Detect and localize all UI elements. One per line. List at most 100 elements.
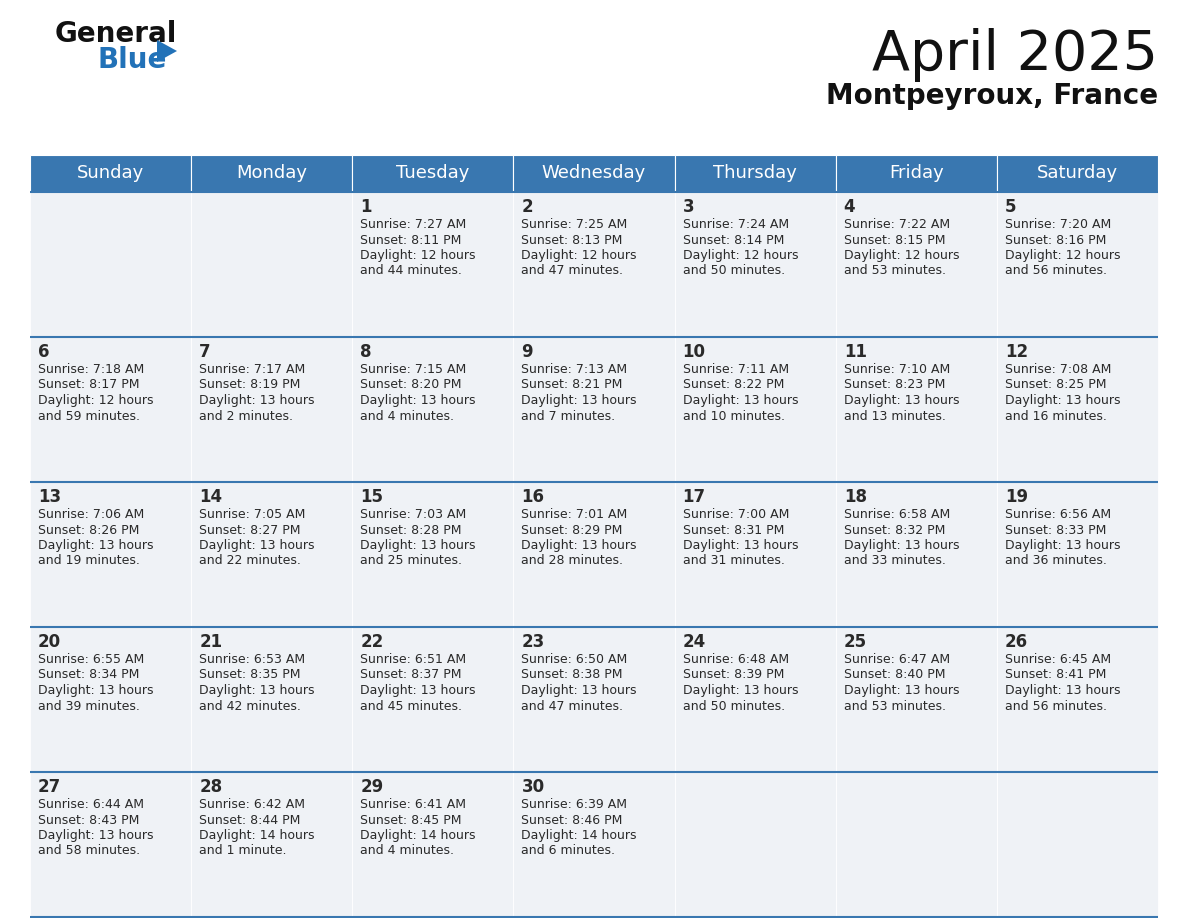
Text: and 22 minutes.: and 22 minutes. xyxy=(200,554,301,567)
Text: Daylight: 13 hours: Daylight: 13 hours xyxy=(200,539,315,552)
Text: 26: 26 xyxy=(1005,633,1028,651)
Text: 18: 18 xyxy=(843,488,867,506)
Text: Daylight: 13 hours: Daylight: 13 hours xyxy=(1005,394,1120,407)
Bar xyxy=(191,192,353,337)
Text: Sunset: 8:21 PM: Sunset: 8:21 PM xyxy=(522,378,623,391)
Bar xyxy=(675,772,835,917)
Text: 28: 28 xyxy=(200,778,222,796)
Text: and 13 minutes.: and 13 minutes. xyxy=(843,409,946,422)
Bar xyxy=(353,772,513,917)
Text: Daylight: 14 hours: Daylight: 14 hours xyxy=(200,829,315,842)
Text: 11: 11 xyxy=(843,343,867,361)
Text: Daylight: 13 hours: Daylight: 13 hours xyxy=(843,394,959,407)
Text: General: General xyxy=(55,20,177,48)
Text: and 50 minutes.: and 50 minutes. xyxy=(683,700,785,712)
Text: Daylight: 12 hours: Daylight: 12 hours xyxy=(360,249,475,262)
Text: Daylight: 13 hours: Daylight: 13 hours xyxy=(360,684,475,697)
Text: and 2 minutes.: and 2 minutes. xyxy=(200,409,293,422)
Text: 17: 17 xyxy=(683,488,706,506)
Bar xyxy=(513,482,675,627)
Text: and 16 minutes.: and 16 minutes. xyxy=(1005,409,1107,422)
Text: Daylight: 12 hours: Daylight: 12 hours xyxy=(522,249,637,262)
Text: Sunrise: 7:01 AM: Sunrise: 7:01 AM xyxy=(522,508,627,521)
Text: Sunrise: 6:48 AM: Sunrise: 6:48 AM xyxy=(683,653,789,666)
Text: Daylight: 13 hours: Daylight: 13 hours xyxy=(200,684,315,697)
Text: Sunrise: 7:00 AM: Sunrise: 7:00 AM xyxy=(683,508,789,521)
Text: and 53 minutes.: and 53 minutes. xyxy=(843,700,946,712)
Text: 23: 23 xyxy=(522,633,544,651)
Text: Sunrise: 6:58 AM: Sunrise: 6:58 AM xyxy=(843,508,950,521)
Text: Sunrise: 7:24 AM: Sunrise: 7:24 AM xyxy=(683,218,789,231)
Text: and 10 minutes.: and 10 minutes. xyxy=(683,409,784,422)
Text: and 42 minutes.: and 42 minutes. xyxy=(200,700,301,712)
Bar xyxy=(191,627,353,772)
Bar xyxy=(353,155,513,192)
Text: Sunset: 8:23 PM: Sunset: 8:23 PM xyxy=(843,378,946,391)
Text: and 44 minutes.: and 44 minutes. xyxy=(360,264,462,277)
Bar xyxy=(997,627,1158,772)
Text: and 7 minutes.: and 7 minutes. xyxy=(522,409,615,422)
Text: Sunset: 8:20 PM: Sunset: 8:20 PM xyxy=(360,378,462,391)
Text: Sunset: 8:19 PM: Sunset: 8:19 PM xyxy=(200,378,301,391)
Text: Sunrise: 6:51 AM: Sunrise: 6:51 AM xyxy=(360,653,467,666)
Text: 27: 27 xyxy=(38,778,62,796)
Text: 4: 4 xyxy=(843,198,855,216)
Text: Blue: Blue xyxy=(97,46,166,74)
Text: and 47 minutes.: and 47 minutes. xyxy=(522,264,624,277)
Text: Sunrise: 7:27 AM: Sunrise: 7:27 AM xyxy=(360,218,467,231)
Bar xyxy=(675,192,835,337)
Text: Sunset: 8:26 PM: Sunset: 8:26 PM xyxy=(38,523,139,536)
Text: 19: 19 xyxy=(1005,488,1028,506)
Bar xyxy=(513,627,675,772)
Text: Daylight: 13 hours: Daylight: 13 hours xyxy=(38,539,153,552)
Text: 20: 20 xyxy=(38,633,61,651)
Text: Sunrise: 6:42 AM: Sunrise: 6:42 AM xyxy=(200,798,305,811)
Text: Sunset: 8:39 PM: Sunset: 8:39 PM xyxy=(683,668,784,681)
Text: Sunrise: 7:20 AM: Sunrise: 7:20 AM xyxy=(1005,218,1111,231)
Text: and 4 minutes.: and 4 minutes. xyxy=(360,845,454,857)
Text: Sunset: 8:41 PM: Sunset: 8:41 PM xyxy=(1005,668,1106,681)
Text: Sunrise: 7:06 AM: Sunrise: 7:06 AM xyxy=(38,508,144,521)
Text: 7: 7 xyxy=(200,343,210,361)
Text: Sunset: 8:35 PM: Sunset: 8:35 PM xyxy=(200,668,301,681)
Text: Sunset: 8:16 PM: Sunset: 8:16 PM xyxy=(1005,233,1106,247)
Text: Sunset: 8:46 PM: Sunset: 8:46 PM xyxy=(522,813,623,826)
Text: and 19 minutes.: and 19 minutes. xyxy=(38,554,140,567)
Text: Daylight: 12 hours: Daylight: 12 hours xyxy=(843,249,959,262)
Polygon shape xyxy=(157,40,177,62)
Text: Sunrise: 6:45 AM: Sunrise: 6:45 AM xyxy=(1005,653,1111,666)
Bar xyxy=(835,155,997,192)
Text: Sunrise: 7:17 AM: Sunrise: 7:17 AM xyxy=(200,363,305,376)
Text: 3: 3 xyxy=(683,198,694,216)
Text: Sunrise: 7:18 AM: Sunrise: 7:18 AM xyxy=(38,363,144,376)
Text: Daylight: 13 hours: Daylight: 13 hours xyxy=(1005,684,1120,697)
Text: Sunset: 8:44 PM: Sunset: 8:44 PM xyxy=(200,813,301,826)
Text: and 47 minutes.: and 47 minutes. xyxy=(522,700,624,712)
Text: and 25 minutes.: and 25 minutes. xyxy=(360,554,462,567)
Text: Sunrise: 7:13 AM: Sunrise: 7:13 AM xyxy=(522,363,627,376)
Bar xyxy=(30,337,191,482)
Bar xyxy=(675,482,835,627)
Text: 14: 14 xyxy=(200,488,222,506)
Text: Daylight: 13 hours: Daylight: 13 hours xyxy=(522,394,637,407)
Text: Sunrise: 6:47 AM: Sunrise: 6:47 AM xyxy=(843,653,950,666)
Text: Thursday: Thursday xyxy=(713,164,797,183)
Text: 13: 13 xyxy=(38,488,61,506)
Bar xyxy=(513,192,675,337)
Text: Tuesday: Tuesday xyxy=(396,164,469,183)
Text: Sunset: 8:38 PM: Sunset: 8:38 PM xyxy=(522,668,623,681)
Bar xyxy=(30,155,191,192)
Text: April 2025: April 2025 xyxy=(872,28,1158,82)
Text: and 56 minutes.: and 56 minutes. xyxy=(1005,700,1107,712)
Text: Daylight: 12 hours: Daylight: 12 hours xyxy=(38,394,153,407)
Text: Sunset: 8:15 PM: Sunset: 8:15 PM xyxy=(843,233,946,247)
Bar xyxy=(997,772,1158,917)
Text: Daylight: 13 hours: Daylight: 13 hours xyxy=(683,684,798,697)
Text: 12: 12 xyxy=(1005,343,1028,361)
Text: Sunset: 8:27 PM: Sunset: 8:27 PM xyxy=(200,523,301,536)
Text: Sunrise: 7:25 AM: Sunrise: 7:25 AM xyxy=(522,218,627,231)
Text: Sunrise: 7:10 AM: Sunrise: 7:10 AM xyxy=(843,363,950,376)
Text: Daylight: 13 hours: Daylight: 13 hours xyxy=(200,394,315,407)
Text: Daylight: 13 hours: Daylight: 13 hours xyxy=(683,394,798,407)
Text: 9: 9 xyxy=(522,343,533,361)
